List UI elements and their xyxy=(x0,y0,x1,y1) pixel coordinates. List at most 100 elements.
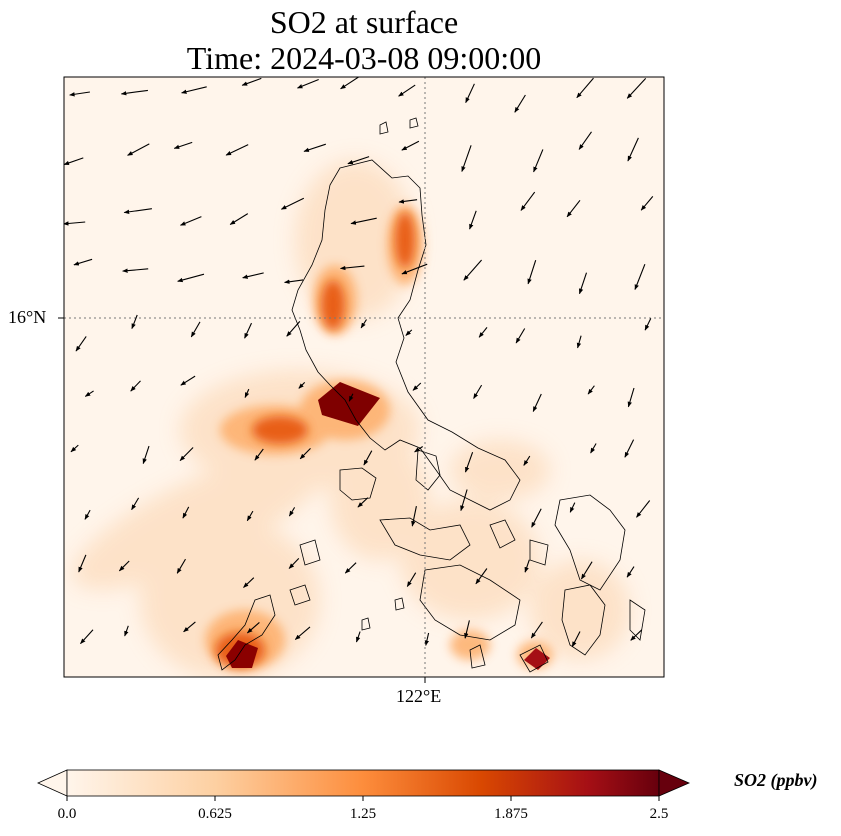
wind-arrow xyxy=(84,509,91,520)
wind-arrow xyxy=(515,328,526,344)
wind-arrow xyxy=(123,208,152,215)
wind-arrow xyxy=(286,321,301,337)
wind-arrow xyxy=(464,620,470,639)
wind-arrow xyxy=(398,84,416,97)
map-frame xyxy=(63,76,665,678)
wind-arrow xyxy=(344,562,357,574)
wind-arrow xyxy=(69,91,90,97)
wind-arrow xyxy=(339,265,365,271)
title-line-2: Time: 2024-03-08 09:00:00 xyxy=(186,40,542,76)
wind-arrow xyxy=(84,390,94,397)
wind-arrow xyxy=(634,263,646,291)
wind-arrow xyxy=(70,444,79,453)
wind-arrow xyxy=(80,629,94,645)
wind-arrow xyxy=(576,335,582,349)
wind-arrow xyxy=(626,566,635,578)
wind-arrow xyxy=(181,86,207,94)
wind-arrow xyxy=(284,279,304,284)
wind-arrow xyxy=(340,77,360,90)
wind-arrow xyxy=(73,258,93,266)
wind-arrow xyxy=(406,572,417,587)
wind-vectors xyxy=(64,77,654,648)
wind-arrow xyxy=(180,375,196,386)
wind-arrow xyxy=(465,83,475,104)
map-title: SO2 at surface Time: 2024-03-08 09:00:00 xyxy=(64,4,664,76)
wind-arrow xyxy=(460,489,468,512)
colorbar xyxy=(37,769,691,801)
wind-arrow xyxy=(590,443,597,454)
wind-arrow xyxy=(566,199,581,218)
wind-arrow xyxy=(412,382,422,391)
wind-arrow xyxy=(640,196,654,211)
wind-arrow xyxy=(229,213,249,225)
wind-arrow xyxy=(475,568,488,585)
wind-arrow xyxy=(130,380,141,392)
title-line-1: SO2 at surface xyxy=(269,4,459,40)
wind-arrow xyxy=(627,137,639,162)
wind-arrow xyxy=(176,558,186,574)
map-canvas xyxy=(58,76,665,683)
wind-arrow xyxy=(644,318,652,331)
colorbar-tick-4: 2.5 xyxy=(649,806,669,822)
wind-arrow xyxy=(520,191,536,211)
wind-arrow xyxy=(398,199,418,204)
wind-arrow xyxy=(624,439,635,458)
wind-arrow xyxy=(464,452,474,473)
wind-arrow xyxy=(124,625,129,637)
wind-arrow xyxy=(363,450,373,466)
wind-arrow xyxy=(244,322,253,339)
wind-arrow xyxy=(533,149,544,173)
wind-arrow xyxy=(523,455,531,466)
wind-arrow xyxy=(478,327,488,338)
wind-arrow xyxy=(469,210,477,230)
colorbar-tick-0: 0.0 xyxy=(57,806,77,822)
latitude-label: 16°N xyxy=(8,307,47,327)
wind-arrow xyxy=(183,621,196,633)
wind-arrow xyxy=(461,145,472,173)
wind-arrow xyxy=(64,157,84,166)
wind-arrow xyxy=(348,393,354,402)
wind-arrow xyxy=(627,387,635,408)
wind-arrow xyxy=(182,506,190,519)
wind-arrow xyxy=(473,384,483,399)
wind-arrow xyxy=(246,621,260,634)
colorbar-gradient xyxy=(66,769,660,797)
wind-arrow xyxy=(531,508,542,528)
wind-arrow xyxy=(299,448,311,460)
wind-arrow xyxy=(578,272,588,295)
wind-arrow xyxy=(225,144,249,156)
wind-arrow xyxy=(142,445,150,465)
wind-arrow xyxy=(411,505,417,527)
wind-arrow xyxy=(75,336,87,352)
wind-arrow xyxy=(527,260,537,285)
wind-arrow xyxy=(576,77,594,99)
wind-arrow xyxy=(127,143,150,156)
wind-arrow xyxy=(530,621,543,639)
colorbar-tick-1: 0.625 xyxy=(198,806,232,822)
wind-arrow xyxy=(179,447,194,461)
wind-arrow xyxy=(401,263,428,275)
wind-arrow xyxy=(401,140,420,151)
wind-arrow xyxy=(587,385,595,395)
wind-arrow xyxy=(405,329,413,336)
wind-arrow xyxy=(532,393,542,412)
wind-arrow xyxy=(246,510,254,522)
gridlines xyxy=(64,77,664,677)
wind-arrow xyxy=(636,500,651,518)
wind-arrow xyxy=(244,388,250,399)
wind-arrow xyxy=(626,78,647,99)
wind-arrow xyxy=(630,629,643,641)
wind-arrow xyxy=(78,554,87,573)
wind-arrow xyxy=(524,559,530,573)
wind-arrow xyxy=(179,216,202,226)
wind-arrow xyxy=(288,507,296,517)
colorbar-label: SO2 (ppbv) xyxy=(734,770,818,790)
coastlines xyxy=(217,117,646,673)
wind-arrow xyxy=(122,268,149,273)
wind-arrow xyxy=(177,273,205,283)
wind-arrow xyxy=(355,631,361,643)
wind-arrow xyxy=(357,497,369,508)
wind-arrow xyxy=(190,321,201,338)
wind-arrow xyxy=(463,259,483,281)
wind-arrow xyxy=(131,314,138,330)
